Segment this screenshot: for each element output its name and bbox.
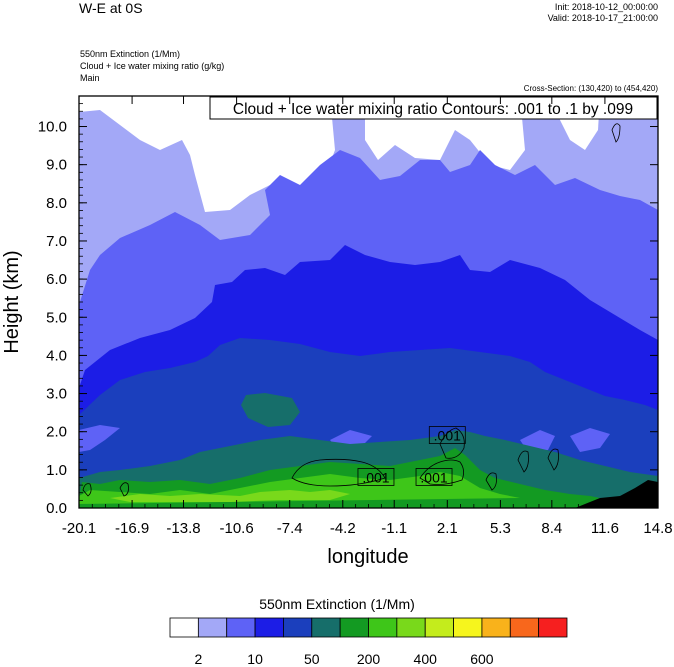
x-tick-label: 11.6 [591, 520, 619, 537]
colorbar-label: 2 [194, 651, 202, 667]
colorbar-label: 400 [414, 651, 438, 667]
colorbar-swatch [283, 617, 313, 638]
y-tick-label: 2.0 [46, 424, 67, 441]
x-tick-label: -16.9 [115, 520, 149, 537]
y-tick-label: 7.0 [46, 233, 67, 250]
contour-info-text: Cloud + Ice water mixing ratio Contours:… [233, 101, 633, 118]
y-tick-label: 3.0 [46, 386, 67, 403]
y-tick-label: 0.0 [46, 500, 67, 517]
colorbar-swatch [226, 617, 256, 638]
y-tick-label: 6.0 [46, 271, 67, 288]
colorbar-swatch [538, 617, 568, 638]
colorbar-label: 10 [247, 651, 263, 667]
y-tick-label: 4.0 [46, 347, 67, 364]
x-tick-label: -10.6 [220, 520, 254, 537]
extinction-field [79, 96, 658, 508]
y-tick-label: 5.0 [46, 309, 67, 326]
x-tick-label: 8.4 [541, 520, 562, 537]
x-tick-label: -7.4 [277, 520, 303, 537]
colorbar-swatch [169, 617, 199, 638]
contour-label: .001 [362, 469, 389, 485]
plot-title: W-E at 0S [79, 0, 143, 16]
contour-label: .001 [434, 428, 461, 444]
colorbar-swatch [311, 617, 341, 638]
valid-time: Valid: 2018-10-17_21:00:00 [547, 13, 658, 23]
colorbar-label: 200 [357, 651, 381, 667]
colorbar-swatch [254, 617, 284, 638]
y-tick-label: 1.0 [46, 462, 67, 479]
y-axis-label: Height (km) [1, 250, 23, 353]
y-tick-label: 9.0 [46, 157, 67, 174]
colorbar-label: 600 [470, 651, 494, 667]
y-axis: 0.0 1.0 2.0 3.0 4.0 5.0 6.0 7.0 8.0 9.0 10.0 [38, 95, 658, 517]
x-axis-label: longitude [327, 546, 408, 568]
x-tick-label: -4.2 [330, 520, 356, 537]
contour-label-box [428, 426, 466, 444]
x-tick-label: 14.8 [643, 520, 672, 537]
x-tick-label: -13.8 [166, 520, 200, 537]
x-tick-label: -20.1 [62, 520, 96, 537]
colorbar-title: 550nm Extinction (1/Mm) [259, 596, 415, 612]
colorbar-swatch [396, 617, 426, 638]
y-tick-label: 8.0 [46, 195, 67, 212]
colorbar-swatch [339, 617, 369, 638]
contour-label-box [415, 468, 453, 486]
colorbar-swatch [424, 617, 454, 638]
contour-info-box [209, 96, 658, 120]
contour-labels: .001 .001 .001 [357, 426, 466, 486]
contour-label-box [357, 468, 395, 486]
colorbar-swatch [368, 617, 398, 638]
x-tick-label: -1.1 [381, 520, 407, 537]
colorbar-label: 50 [304, 651, 320, 667]
field-domain-label: Main [80, 73, 100, 83]
colorbar-swatch [509, 617, 540, 638]
contour-label: .001 [420, 469, 447, 485]
field-extinction-label: 550nm Extinction (1/Mm) [80, 49, 181, 59]
field-mixing-ratio-label: Cloud + Ice water mixing ratio (g/kg) [80, 61, 225, 71]
init-time: Init: 2018-10-12_00:00:00 [554, 2, 658, 12]
x-axis: -20.1 -16.9 -13.8 -10.6 -7.4 -4.2 -1.1 2.1 5.3 8.… [62, 96, 673, 537]
cross-section-label: Cross-Section: (130,420) to (454,420) [523, 84, 658, 93]
x-tick-label: 2.1 [437, 520, 458, 537]
colorbar-swatch [453, 617, 483, 638]
colorbar-swatch [481, 617, 511, 638]
colorbar-swatch [197, 617, 228, 638]
colorbar: 2 10 50 200 400 600 [169, 617, 568, 667]
y-tick-label: 10.0 [38, 119, 67, 136]
x-tick-label: 5.3 [490, 520, 511, 537]
